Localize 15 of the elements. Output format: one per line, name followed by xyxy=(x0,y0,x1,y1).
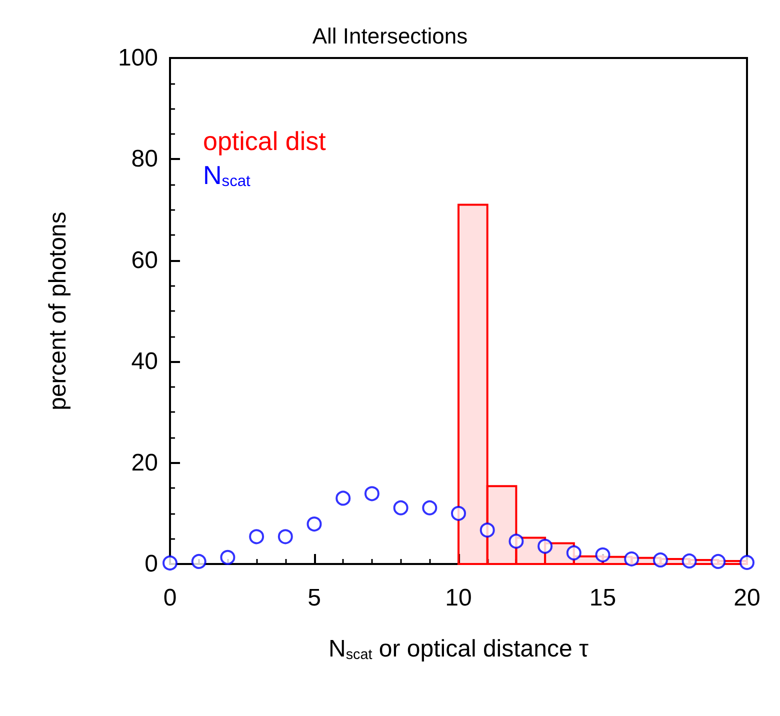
y-tick-label: 100 xyxy=(118,44,158,72)
x-tick-label: 0 xyxy=(163,584,177,612)
x-tick-label: 10 xyxy=(445,584,472,612)
y-tick-label: 60 xyxy=(131,246,158,274)
y-axis-title: percent of photons xyxy=(44,212,72,410)
x-tick-label: 20 xyxy=(734,584,760,612)
text: Nscat xyxy=(203,160,252,190)
x-tick-label: 5 xyxy=(308,584,321,612)
y-tick-label: 20 xyxy=(131,449,158,476)
y-tick-label: 80 xyxy=(131,146,158,173)
chart-title: All Intersections xyxy=(312,24,468,48)
y-tick-label: 0 xyxy=(144,550,158,578)
text: optical dist xyxy=(203,126,327,156)
y-tick-label: 40 xyxy=(131,348,158,376)
x-tick-label: 15 xyxy=(589,584,616,612)
